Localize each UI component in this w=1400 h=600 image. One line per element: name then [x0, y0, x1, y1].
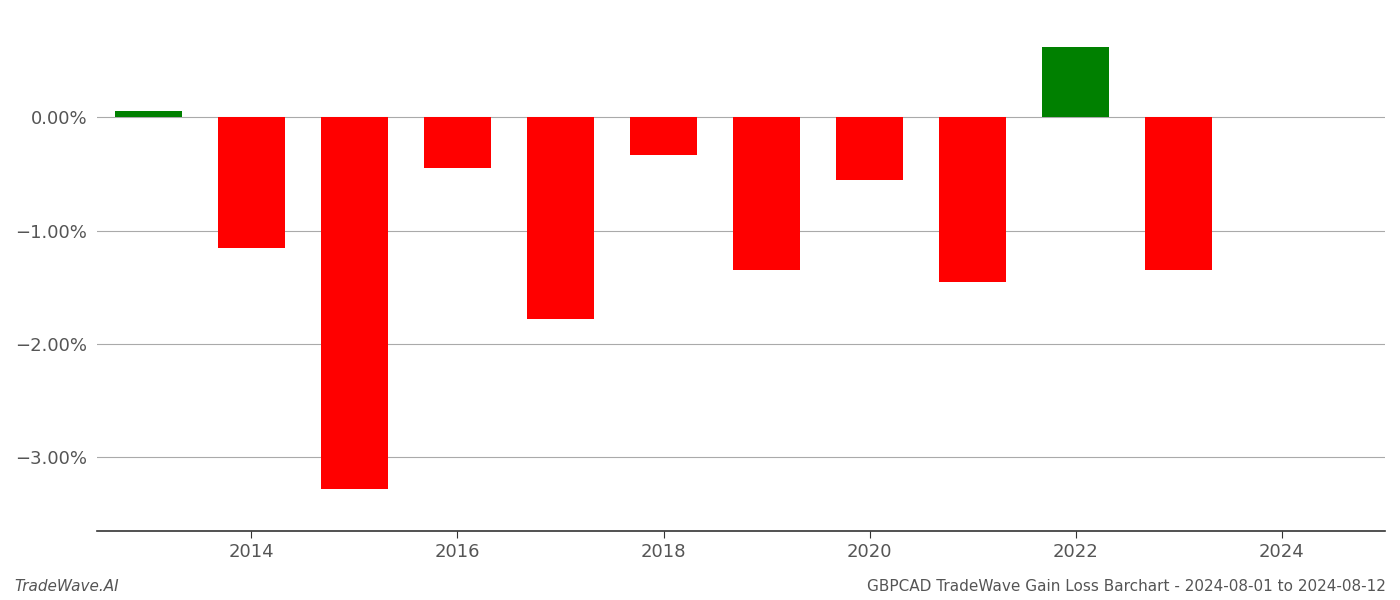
- Bar: [321, 117, 388, 489]
- Bar: [734, 117, 801, 270]
- Bar: [218, 117, 284, 248]
- Bar: [939, 117, 1007, 281]
- Bar: [1043, 47, 1109, 117]
- Text: GBPCAD TradeWave Gain Loss Barchart - 2024-08-01 to 2024-08-12: GBPCAD TradeWave Gain Loss Barchart - 20…: [867, 579, 1386, 594]
- Bar: [630, 117, 697, 155]
- Bar: [1145, 117, 1212, 270]
- Bar: [115, 112, 182, 117]
- Bar: [424, 117, 491, 168]
- Bar: [836, 117, 903, 179]
- Bar: [526, 117, 594, 319]
- Text: TradeWave.AI: TradeWave.AI: [14, 579, 119, 594]
